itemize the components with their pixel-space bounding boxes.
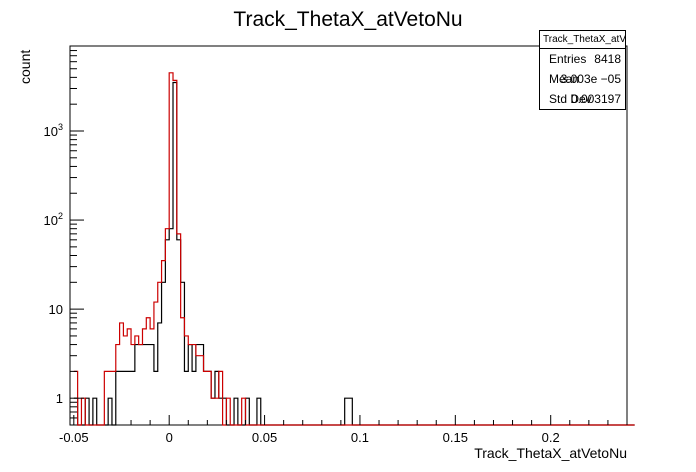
axes-group: -0.05 0 0.05 0.1 0.15 0.2 1 10 102 103 [44, 45, 628, 445]
stats-box-title: Track_ThetaX_atVetoNu [540, 31, 625, 49]
stats-row-entries: Entries 8418 [540, 49, 625, 69]
histogram-series-2 [73, 72, 635, 426]
y-tick-label: 10 [49, 302, 63, 317]
stats-value: 3.003e −05 [560, 72, 621, 86]
stats-row-stddev: Std Dev 0.003197 [540, 89, 625, 109]
histogram-series-group [73, 72, 635, 426]
stats-key: Entries [549, 52, 587, 66]
x-tick-label: 0.05 [252, 430, 277, 445]
stats-key: Std Dev [549, 92, 592, 106]
x-tick-label: 0.2 [542, 430, 560, 445]
y-tick-label: 1 [56, 391, 63, 406]
chart-title: Track_ThetaX_atVetoNu [233, 8, 462, 31]
y-tick-label: 102 [44, 211, 63, 228]
x-tick-label: 0.15 [443, 430, 468, 445]
stats-value: 0.003197 [570, 92, 621, 106]
x-axis-label: Track_ThetaX_atVetoNu [474, 445, 627, 461]
x-tick-label: 0.1 [351, 430, 369, 445]
stats-box: Track_ThetaX_atVetoNu Entries 8418 Mean … [539, 30, 626, 110]
x-tick-label: 0 [166, 430, 173, 445]
y-tick-label: 103 [44, 122, 63, 139]
stats-key: Mean [549, 72, 580, 86]
y-axis-label: count [17, 50, 33, 84]
stats-value: 8418 [594, 52, 621, 66]
stats-row-mean: Mean 3.003e −05 [540, 69, 625, 89]
x-tick-label: -0.05 [59, 430, 89, 445]
histogram-series-1 [73, 81, 635, 426]
